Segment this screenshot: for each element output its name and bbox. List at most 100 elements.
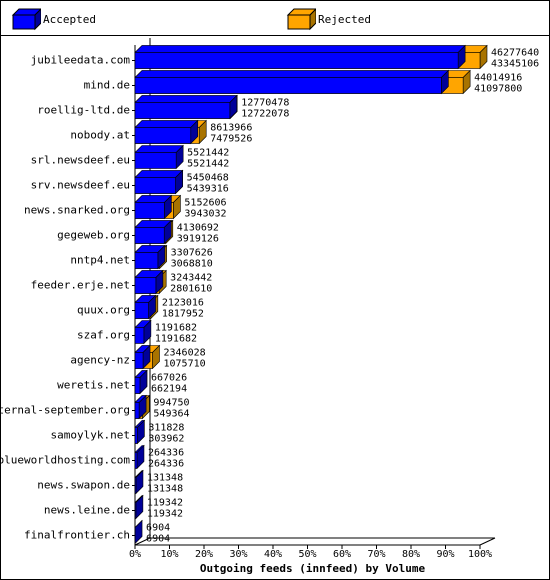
x-tick-label: 80% [402, 549, 420, 560]
legend-label-accepted: Accepted [43, 13, 96, 26]
legend-swatch-accepted [11, 8, 41, 31]
bar-accepted-front [134, 227, 165, 244]
value-label-accepted: 3943032 [184, 209, 226, 220]
category-label: srl.newsdeef.eu [31, 154, 130, 167]
value-label-accepted: 1075710 [163, 359, 205, 370]
bar-accepted-front [134, 252, 159, 269]
bar-accepted-front [134, 52, 459, 69]
value-label-rejected: 119342 [147, 498, 183, 509]
value-label-accepted: 6904 [146, 534, 170, 545]
category-label: eternal-september.org [0, 404, 130, 417]
category-label: jubileedata.com [31, 54, 131, 67]
bar-accepted-front [134, 477, 137, 494]
value-label-accepted: 41097800 [474, 84, 522, 95]
value-label-rejected: 5521442 [187, 148, 229, 159]
bar-accepted-front [134, 302, 149, 319]
value-label-accepted: 1191682 [155, 334, 197, 345]
x-tick-label: 30% [229, 549, 247, 560]
value-label-rejected: 44014916 [474, 73, 522, 84]
x-tick-label: 40% [264, 549, 282, 560]
value-label-rejected: 5152606 [184, 198, 226, 209]
value-label-rejected: 6904 [146, 523, 170, 534]
value-label-accepted: 131348 [147, 484, 183, 495]
bar-accepted-front [134, 277, 157, 294]
x-axis-label: Outgoing feeds (innfeed) by Volume [200, 562, 426, 575]
category-label: szaf.org [77, 329, 130, 342]
value-label-rejected: 2346028 [163, 348, 205, 359]
x-axis-depth-left [134, 537, 151, 546]
legend-label-rejected: Rejected [318, 13, 371, 26]
value-label-accepted: 3919126 [177, 234, 219, 245]
value-label-accepted: 1817952 [162, 309, 204, 320]
category-label: feeder.erje.net [31, 279, 130, 292]
category-label: roellig-ltd.de [37, 104, 130, 117]
value-label-accepted: 264336 [148, 459, 184, 470]
bar-accepted-top [134, 70, 450, 78]
category-label: news.leine.de [44, 504, 130, 517]
value-label-rejected: 667026 [151, 373, 187, 384]
bar-accepted-front [134, 427, 138, 444]
bar-accepted-front [134, 402, 140, 419]
category-label: blueworldhosting.com [0, 454, 130, 467]
bar-accepted-front [134, 127, 192, 144]
category-label: samoylyk.net [51, 429, 130, 442]
category-label: nobody.at [70, 129, 130, 142]
bar-accepted-top [134, 120, 199, 128]
value-label-accepted: 662194 [151, 384, 187, 395]
value-label-accepted: 7479526 [210, 134, 252, 145]
value-label-rejected: 3307626 [171, 248, 213, 259]
value-label-accepted: 5521442 [187, 159, 229, 170]
legend: Accepted Rejected [1, 1, 549, 36]
value-label-rejected: 994750 [153, 398, 189, 409]
category-label: mind.de [84, 79, 130, 92]
bar-accepted-front [134, 452, 138, 469]
legend-swatch-rejected [286, 8, 316, 31]
bar-accepted-front [134, 327, 145, 344]
value-label-rejected: 46277640 [491, 48, 539, 59]
value-label-rejected: 131348 [147, 473, 183, 484]
bar-accepted-front [134, 352, 144, 369]
category-label: gegeweb.org [57, 229, 130, 242]
x-tick-label: 50% [298, 549, 316, 560]
x-axis-depth-right [479, 537, 496, 546]
value-label-accepted: 2801610 [170, 284, 212, 295]
category-label: news.snarked.org [24, 204, 130, 217]
bar-accepted-front [134, 77, 442, 94]
bar-accepted-top [134, 145, 184, 153]
bar-accepted-side [134, 519, 143, 545]
category-label: weretis.net [57, 379, 130, 392]
x-tick-label: 100% [468, 549, 492, 560]
value-label-accepted: 549364 [153, 409, 189, 420]
bar-accepted-front [134, 177, 176, 194]
x-tick-label: 0% [129, 549, 141, 560]
value-label-rejected: 2123016 [162, 298, 204, 309]
category-label: news.swapon.de [37, 479, 130, 492]
bar-accepted-front [134, 502, 137, 519]
x-tick-label: 60% [333, 549, 351, 560]
category-label: srv.newsdeef.eu [31, 179, 130, 192]
bar-accepted-top [134, 170, 184, 178]
value-label-rejected: 311828 [148, 423, 184, 434]
value-label-accepted: 12722078 [241, 109, 289, 120]
value-label-rejected: 264336 [148, 448, 184, 459]
value-label-accepted: 5439316 [187, 184, 229, 195]
category-label: agency-nz [70, 354, 130, 367]
value-label-rejected: 8613966 [210, 123, 252, 134]
value-label-rejected: 5450468 [187, 173, 229, 184]
bar-accepted-front [134, 152, 177, 169]
value-label-rejected: 4130692 [177, 223, 219, 234]
category-label: nntp4.net [70, 254, 130, 267]
bar-accepted-front [134, 102, 231, 119]
x-tick-label: 70% [367, 549, 385, 560]
category-label: finalfrontier.ch [24, 529, 130, 542]
x-tick-label: 90% [436, 549, 454, 560]
x-tick-label: 10% [160, 549, 178, 560]
value-label-accepted: 43345106 [491, 59, 539, 70]
value-label-accepted: 119342 [147, 509, 183, 520]
value-label-accepted: 3068810 [171, 259, 213, 270]
bar-accepted-top [134, 95, 238, 103]
value-label-rejected: 3243442 [170, 273, 212, 284]
category-label: quux.org [77, 304, 130, 317]
value-label-rejected: 12770478 [241, 98, 289, 109]
